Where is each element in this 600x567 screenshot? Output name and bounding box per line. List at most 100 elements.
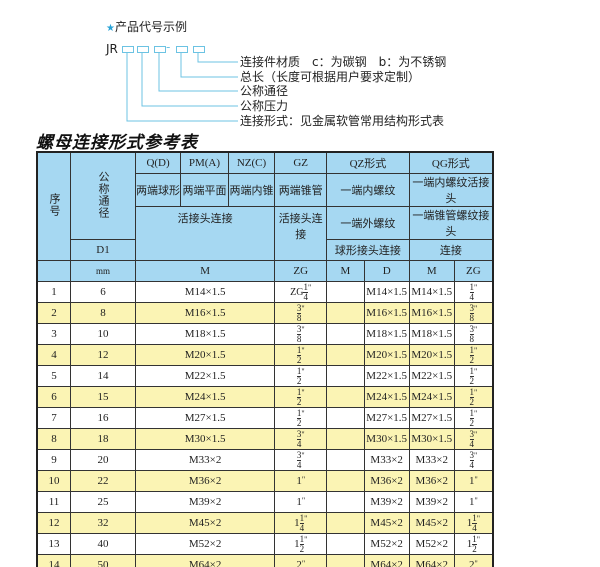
table-row: 4 12 M20×1.5 1 2 " M20×1.5 M20×1.5 1 2 ": [36, 344, 494, 366]
table-row: 11 25 M39×2 1" M39×2 M39×2 1": [36, 491, 494, 513]
star-icon: ★: [106, 23, 115, 34]
zg-unit: ": [301, 408, 305, 418]
zg-denominator: 4: [469, 291, 475, 302]
cell-gz-zg: 2": [274, 554, 328, 567]
cell-m: M52×2: [134, 533, 276, 555]
zg-numerator: 1: [469, 386, 474, 398]
zg-denominator: 4: [299, 522, 305, 533]
zg-unit: ": [474, 324, 478, 334]
cell-qz-m: [326, 365, 365, 387]
cell-qg-zg: 3 8 ": [453, 323, 494, 345]
zg-denominator: 8: [296, 312, 302, 323]
code-box-pressure: [137, 46, 149, 53]
zg-unit: ": [301, 324, 305, 334]
cell-seq: 11: [36, 491, 71, 513]
code-box-connection: [122, 46, 134, 53]
header-qg-zg: ZG: [453, 260, 494, 282]
cell-m: M16×1.5: [134, 302, 276, 324]
cell-qz-m: [326, 491, 365, 513]
cell-dn: 20: [70, 449, 136, 471]
zg-numerator: 3: [296, 428, 302, 440]
zg-numerator: 1: [296, 386, 302, 398]
header-qg3: 一端锥管螺纹接头: [408, 206, 494, 240]
cell-dn: 6: [70, 281, 136, 303]
zg-whole: 1: [296, 496, 302, 508]
zg-whole: 1: [466, 537, 473, 550]
zg-numerator: 1: [299, 512, 305, 524]
zg-numerator: 1: [469, 344, 474, 356]
cell-qg-zg: 1": [453, 491, 494, 513]
zg-unit: ": [474, 475, 478, 484]
header-qz-d: D: [363, 260, 410, 282]
cell-qg-m: M33×2: [408, 449, 455, 471]
cell-gz-zg: 1 2 ": [274, 344, 328, 366]
zg-numerator: 3: [469, 449, 474, 461]
code-dash: -: [166, 40, 171, 54]
zg-numerator: 3: [469, 428, 474, 440]
cell-seq: 7: [36, 407, 71, 429]
cell-qz-d: M45×2: [363, 512, 410, 534]
cell-seq: 4: [36, 344, 71, 366]
zg-numerator: 3: [469, 302, 474, 314]
cell-qg-zg: 3 8 ": [453, 302, 494, 324]
code-box-material: [193, 46, 205, 53]
table-row: 12 32 M45×2 1 1 4 " M45×2 M45×2 1 1 4 ": [36, 512, 494, 534]
table-row: 5 14 M22×1.5 1 2 " M22×1.5 M22×1.5 1 2 ": [36, 365, 494, 387]
cell-qz-m: [326, 302, 365, 324]
zg-unit: ": [474, 387, 478, 397]
zg-unit: ": [476, 513, 481, 523]
header-qz4: 球形接头连接: [326, 239, 410, 261]
cell-m: M33×2: [134, 449, 276, 471]
zg-denominator: 4: [472, 522, 477, 533]
header-qg: QG形式: [408, 151, 494, 174]
header-dn-text: 公称通径: [97, 170, 109, 219]
zg-denominator: 2: [296, 375, 302, 386]
zg-numerator: 1: [296, 344, 302, 356]
table-row: 6 15 M24×1.5 1 2 " M24×1.5 M24×1.5 1 2 ": [36, 386, 494, 408]
table-row: 9 20 M33×2 3 4 " M33×2 M33×2 3 4 ": [36, 449, 494, 471]
cell-dn: 16: [70, 407, 136, 429]
zg-prefix: ZG: [290, 286, 304, 298]
zg-unit: ": [301, 558, 306, 567]
cell-gz-zg: 3 4 ": [274, 428, 328, 450]
zg-whole: 2: [296, 558, 302, 567]
cell-qz-d: M33×2: [363, 449, 410, 471]
header-nz2: 两端内锥: [227, 173, 276, 207]
cell-m: M36×2: [134, 470, 276, 492]
table-row: 13 40 M52×2 1 1 2 " M52×2 M52×2 1 1 2 ": [36, 533, 494, 555]
table-title: 螺母连接形式参考表: [36, 133, 198, 153]
cell-gz-zg: 1": [274, 470, 328, 492]
label-connection: 连接形式：见金属软管常用结构形式表: [240, 114, 445, 128]
cell-seq: 2: [36, 302, 71, 324]
zg-denominator: 8: [296, 333, 302, 344]
cell-qg-m: M39×2: [408, 491, 455, 513]
zg-denominator: 2: [296, 417, 302, 428]
zg-numerator: 1: [469, 281, 474, 293]
zg-denominator: 4: [469, 459, 475, 470]
header-pm: PM(A): [180, 151, 229, 174]
cell-gz-zg: 1 2 ": [274, 365, 328, 387]
cell-seq: 6: [36, 386, 71, 408]
cell-qg-m: M20×1.5: [408, 344, 455, 366]
cell-dn: 14: [70, 365, 136, 387]
cell-qz-d: M52×2: [363, 533, 410, 555]
cell-qz-m: [326, 407, 365, 429]
zg-numerator: 1: [296, 365, 302, 377]
header-q: Q(D): [134, 151, 182, 174]
cell-qg-m: M22×1.5: [408, 365, 455, 387]
cell-m: M18×1.5: [134, 323, 276, 345]
zg-unit: ": [301, 387, 305, 397]
header-qg2: 一端内螺纹活接头: [408, 173, 494, 207]
